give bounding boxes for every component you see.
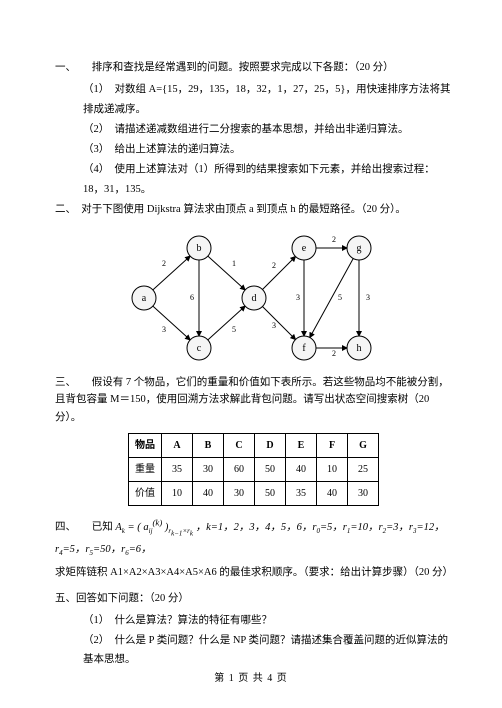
q1-s3: （3） 给出上述算法的递归算法。 (55, 140, 452, 160)
q5-s1: （1） 什么是算法？算法的特征有哪些？ (55, 611, 452, 631)
svg-text:2: 2 (332, 235, 336, 244)
svg-text:a: a (141, 293, 146, 304)
q4-line2: 求矩阵链积 A1×A2×A3×A4×A5×A6 的最佳求积顺序。（要求：给出计算… (55, 563, 452, 583)
svg-text:h: h (356, 343, 361, 354)
svg-text:3: 3 (366, 293, 370, 302)
dijkstra-graph: 231562332523abcdefgh (114, 228, 394, 370)
svg-text:c: c (196, 343, 201, 354)
svg-text:3: 3 (272, 321, 276, 330)
q1-s2: （2） 请描述递减数组进行二分搜索的基本思想，并给出非递归算法。 (55, 120, 452, 140)
q1-main: 一、 排序和查找是经常遇到的问题。按照要求完成以下各题：（20 分） (55, 58, 452, 78)
svg-text:3: 3 (296, 293, 300, 302)
svg-text:2: 2 (332, 349, 336, 358)
svg-text:6: 6 (190, 293, 194, 302)
svg-text:3: 3 (162, 325, 166, 334)
svg-text:5: 5 (338, 293, 342, 302)
q1-s4: （4） 使用上述算法对（1）所得到的结果搜索如下元素，并给出搜索过程：18，31… (55, 160, 452, 200)
q3-main: 三、 假设有 7 个物品，它们的重量和价值如下表所示。若这些物品均不能被分割，且… (55, 374, 452, 428)
q4-prefix: 四、 已知 (55, 522, 115, 533)
q4-line1: 四、 已知 Ak = ( aij(k) )rk−1×rk ，k=1，2，3，4，… (55, 514, 452, 561)
svg-text:5: 5 (232, 325, 236, 334)
exam-page: 一、 排序和查找是经常遇到的问题。按照要求完成以下各题：（20 分） （1） 对… (0, 0, 502, 708)
q1-s1: （1） 对数组 A={15，29，135，18，32，1，27，25，5}，用快… (55, 80, 452, 120)
svg-text:1: 1 (232, 259, 236, 268)
page-footer: 第 1 页 共 4 页 (0, 669, 502, 688)
q5-main: 五、回答如下问题：（20 分） (55, 589, 452, 609)
svg-text:2: 2 (272, 261, 276, 270)
svg-text:e: e (301, 243, 306, 254)
q2-main: 二、 对于下图使用 Dijkstra 算法求由顶点 a 到顶点 h 的最短路径。… (55, 200, 452, 220)
svg-text:b: b (196, 243, 201, 254)
svg-text:g: g (356, 243, 361, 254)
q5-s2: （2） 什么是 P 类问题？什么是 NP 类问题？请描述集合覆盖问题的近似算法的… (55, 631, 452, 671)
svg-text:2: 2 (162, 259, 166, 268)
svg-text:d: d (251, 293, 256, 304)
items-table: 物品ABCDEFG重量35306050401025价值1040305035403… (128, 433, 379, 506)
